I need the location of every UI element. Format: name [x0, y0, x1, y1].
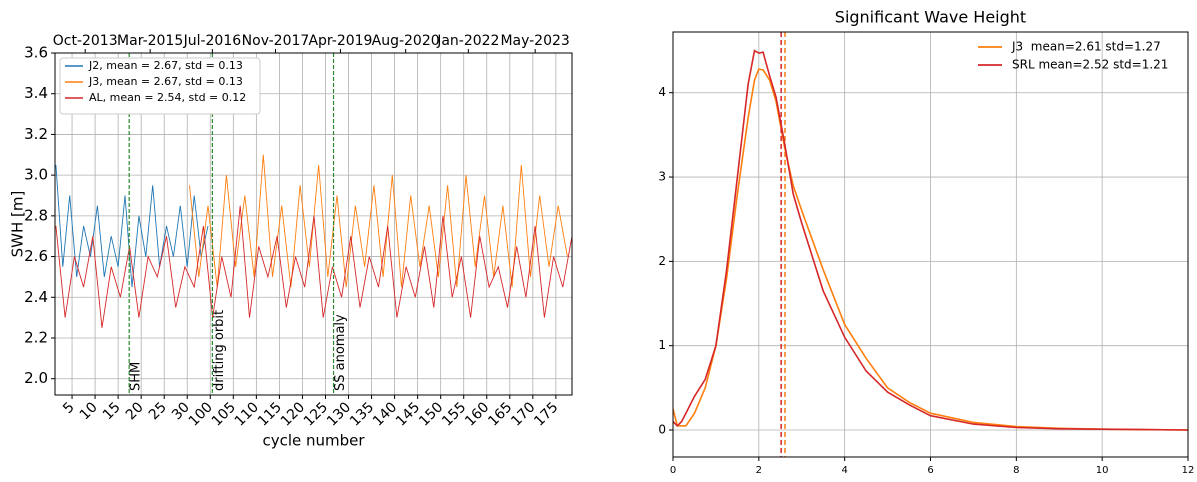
annotation: SS anomaly — [333, 314, 348, 391]
x-tick-label: 6 — [927, 465, 933, 476]
x2-tick-label: Jul-2016 — [183, 33, 242, 49]
series-line — [673, 49, 1188, 431]
y-tick-label: 1 — [658, 338, 666, 352]
y-axis-label: SWH [m] — [9, 191, 27, 258]
x2-tick-label: Nov-2017 — [242, 33, 310, 49]
x-axis-label: m — [924, 481, 937, 482]
y-tick-label: 3.0 — [24, 166, 48, 184]
x-tick-label: 10 — [1096, 465, 1109, 476]
x-tick-label: 175 — [531, 399, 561, 429]
y-tick-label: 4 — [658, 85, 666, 99]
series-line — [55, 164, 209, 288]
y-tick-label: 3.2 — [24, 125, 48, 143]
x-tick-label: 20 — [123, 399, 147, 423]
y-tick-label: 0 — [658, 423, 666, 437]
legend-label: J2, mean = 2.67, std = 0.13 — [88, 59, 243, 72]
x2-tick-label: Oct-2013 — [53, 33, 118, 49]
x-tick-label: 4 — [841, 465, 847, 476]
y-tick-label: 2.8 — [24, 206, 48, 224]
y-tick-label: 3.4 — [24, 84, 48, 102]
y-tick-label: 2.0 — [24, 369, 48, 387]
axes-frame — [672, 31, 1189, 458]
x-tick-label: 0 — [670, 465, 676, 476]
x-tick-label: 8 — [1013, 465, 1019, 476]
x2-tick-label: Apr-2019 — [308, 33, 372, 49]
x-tick-label: 5 — [60, 399, 78, 417]
x-tick-label: 12 — [1182, 465, 1195, 476]
axes-frame — [54, 52, 573, 396]
y-tick-label: 2 — [658, 254, 666, 268]
annotation: drifting orbit — [212, 310, 227, 391]
legend-label: J3, mean = 2.67, std = 0.13 — [88, 75, 243, 88]
y-tick-label: 2.6 — [24, 247, 48, 265]
y-tick-label: 3 — [658, 170, 666, 184]
y-tick-label: 3.6 — [24, 44, 48, 62]
legend-box — [59, 57, 261, 115]
x-tick-label: 10 — [77, 399, 101, 423]
y-tick-label: 2.2 — [24, 329, 48, 347]
x2-tick-label: May-2023 — [500, 33, 569, 49]
series-line — [189, 154, 568, 288]
chart-title: Significant Wave Height — [835, 8, 1026, 27]
legend-label: SRL mean=2.52 std=1.21 — [1012, 58, 1168, 72]
legend-label: J3 mean=2.61 std=1.27 — [1011, 40, 1161, 54]
x-axis-label: cycle number — [262, 432, 365, 450]
x2-tick-label: Aug-2020 — [372, 33, 440, 49]
y-tick-label: 2.4 — [24, 288, 48, 306]
legend-label: AL, mean = 2.54, std = 0.12 — [89, 91, 246, 104]
x-tick-label: 2 — [756, 465, 762, 476]
x-tick-label: 25 — [146, 399, 170, 423]
x2-tick-label: Mar-2015 — [117, 33, 183, 49]
annotation: SHM — [129, 362, 144, 391]
series-line — [55, 205, 572, 328]
x2-tick-label: Jan-2022 — [436, 33, 499, 49]
x-tick-label: 15 — [100, 399, 124, 423]
